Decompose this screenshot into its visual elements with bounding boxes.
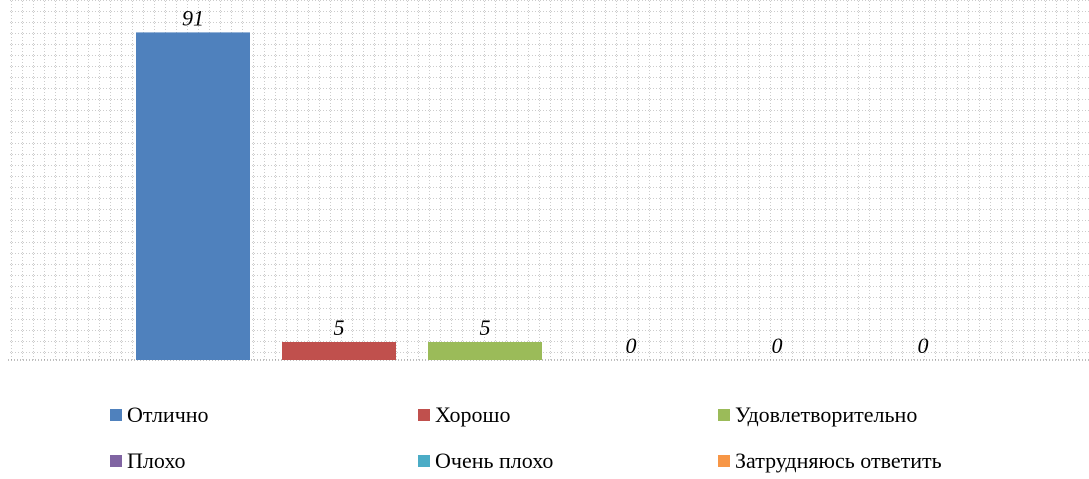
legend-item-khorosho: Хорошо (418, 402, 510, 428)
legend-label-zatrudnyayus: Затрудняюсь ответить (735, 448, 942, 473)
legend-item-udovletvoritelno: Удовлетворительно (718, 402, 917, 428)
legend-swatch-ochen-plokho (418, 455, 430, 467)
bar-chart: 91 5 5 0 0 0 (8, 0, 1089, 361)
legend-item-zatrudnyayus: Затрудняюсь ответить (718, 448, 942, 474)
bar-1 (136, 32, 250, 361)
legend-item-ochen-plokho: Очень плохо (418, 448, 553, 474)
data-label-2: 5 (334, 315, 345, 340)
legend-swatch-udovletvoritelno (718, 409, 730, 421)
data-label-5: 0 (772, 333, 783, 358)
legend-label-plokho: Плохо (127, 448, 186, 473)
legend-item-otlichno: Отлично (110, 402, 209, 428)
data-label-3: 5 (480, 315, 491, 340)
bar-3 (428, 342, 542, 360)
legend-swatch-otlichno (110, 409, 122, 421)
legend-label-khorosho: Хорошо (435, 402, 511, 427)
data-label-6: 0 (918, 333, 929, 358)
legend-label-ochen-plokho: Очень плохо (435, 448, 554, 473)
legend-label-otlichno: Отлично (127, 402, 209, 427)
legend-item-plokho: Плохо (110, 448, 185, 474)
legend: Отлично Хорошо Удовлетворительно Плохо О… (0, 396, 1089, 476)
data-label-4: 0 (626, 333, 637, 358)
data-label-1: 91 (182, 5, 204, 30)
bar-2 (282, 342, 396, 360)
legend-swatch-zatrudnyayus (718, 455, 730, 467)
legend-swatch-plokho (110, 455, 122, 467)
legend-label-udovletvoritelno: Удовлетворительно (735, 402, 918, 427)
legend-swatch-khorosho (418, 409, 430, 421)
